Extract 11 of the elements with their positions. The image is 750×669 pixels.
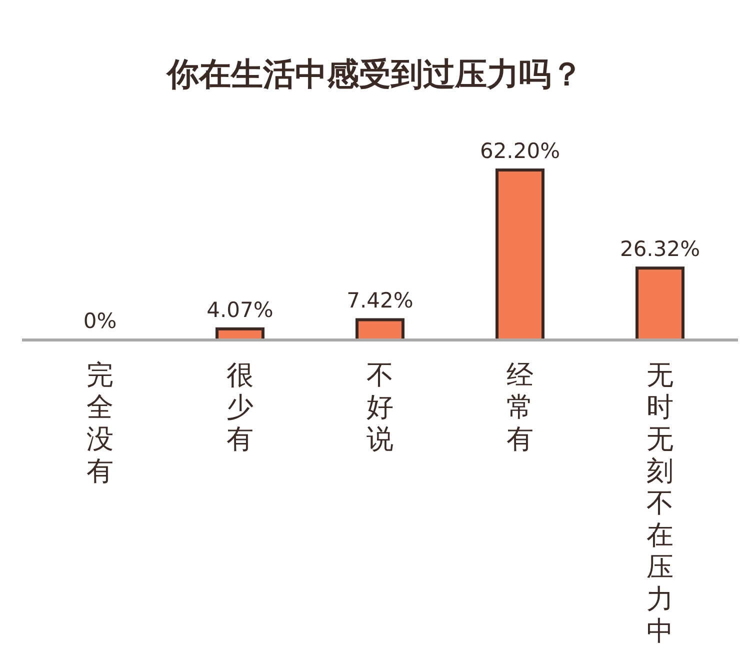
chart-title: 你在生活中感受到过压力吗？ [165, 55, 583, 93]
data-label: 7.42% [346, 288, 414, 313]
data-label: 62.20% [480, 139, 560, 163]
x-tick-label: 不好说 [366, 360, 394, 455]
x-tick-label: 经常有 [506, 360, 534, 455]
data-label: 4.07% [206, 298, 274, 322]
x-tick-label: 很少有 [226, 360, 254, 455]
data-label: 26.32% [620, 237, 700, 262]
data-label: 0% [83, 309, 117, 333]
category-label: 无时无刻不在压力中 [646, 360, 674, 647]
x-tick-label: 完全没有 [86, 360, 114, 487]
